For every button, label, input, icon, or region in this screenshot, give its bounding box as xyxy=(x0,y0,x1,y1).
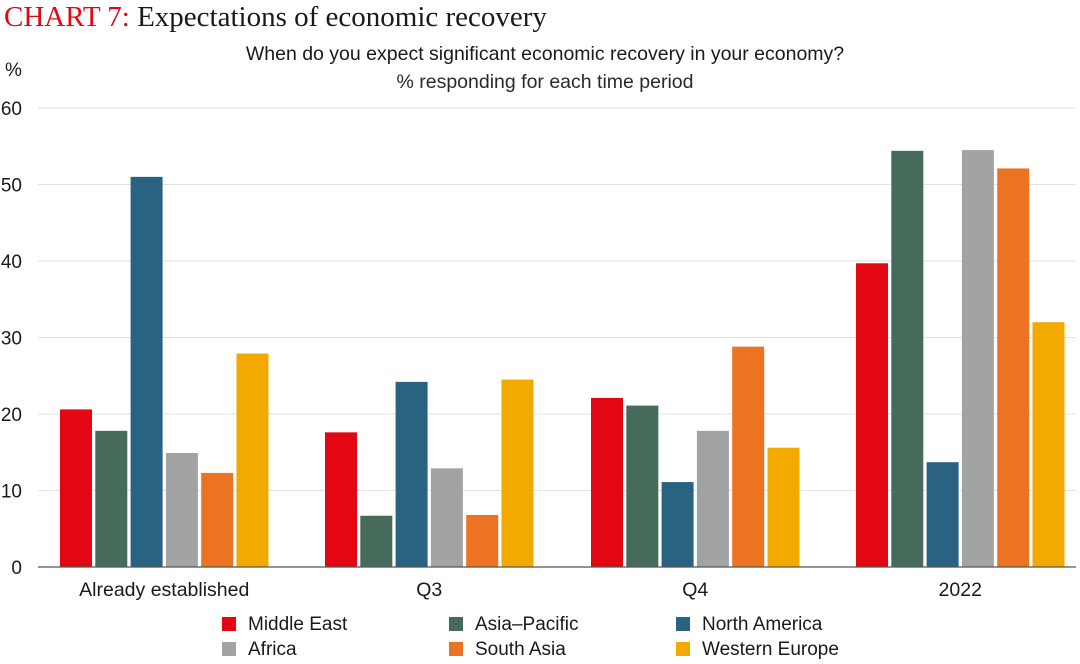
y-tick-label: 10 xyxy=(1,482,22,503)
legend-swatch xyxy=(676,642,690,656)
bar xyxy=(130,176,163,567)
bar xyxy=(696,430,729,567)
bar xyxy=(430,468,463,567)
legend-swatch xyxy=(449,642,463,656)
legend-label: Western Europe xyxy=(702,639,839,660)
bar xyxy=(201,472,234,567)
legend-item: Middle East xyxy=(222,614,347,636)
legend-swatch xyxy=(222,642,236,656)
bar xyxy=(856,263,888,567)
y-tick-label: 0 xyxy=(11,558,22,579)
legend-label: Africa xyxy=(248,639,297,660)
bar xyxy=(661,482,694,567)
bar xyxy=(891,150,924,567)
bar xyxy=(165,453,198,567)
chart-title-text: Expectations of economic recovery xyxy=(137,1,547,33)
legend-swatch xyxy=(449,617,463,631)
bar xyxy=(997,168,1030,567)
bar xyxy=(926,462,959,567)
chart-note: % responding for each time period xyxy=(396,71,694,93)
bar xyxy=(626,405,659,567)
y-axis-unit: % xyxy=(5,60,22,81)
x-tick-label: Already established xyxy=(79,579,249,601)
bar xyxy=(591,397,623,567)
legend-label: Asia–Pacific xyxy=(475,614,579,635)
bar xyxy=(961,150,994,567)
y-tick-label: 20 xyxy=(1,405,22,426)
x-tick-label: 2022 xyxy=(939,579,982,601)
legend-label: South Asia xyxy=(475,639,566,660)
bar xyxy=(325,432,357,567)
bar xyxy=(466,514,499,567)
bar xyxy=(395,381,428,567)
legend-label: North America xyxy=(702,614,823,635)
x-tick-label: Q4 xyxy=(682,579,708,601)
bar xyxy=(236,353,269,567)
legend-item: Asia–Pacific xyxy=(449,614,579,636)
legend-item: Africa xyxy=(222,639,297,661)
bar xyxy=(95,430,128,567)
x-tick-label: Q3 xyxy=(416,579,442,601)
legend-item: South Asia xyxy=(449,639,566,661)
legend-item: Western Europe xyxy=(676,639,839,661)
y-tick-label: 60 xyxy=(1,99,22,120)
bar xyxy=(60,409,92,567)
y-tick-label: 40 xyxy=(1,252,22,273)
bar xyxy=(767,447,800,567)
bar xyxy=(501,379,534,567)
y-tick-label: 30 xyxy=(1,329,22,350)
bar xyxy=(1032,322,1065,567)
legend-label: Middle East xyxy=(248,614,348,635)
bar xyxy=(360,515,393,567)
legend-swatch xyxy=(222,617,236,631)
chart-title: CHART 7: Expectations of economic recove… xyxy=(4,0,547,34)
y-tick-label: 50 xyxy=(1,176,22,197)
chart-title-tag: CHART 7: xyxy=(4,1,130,33)
bar xyxy=(732,346,765,567)
legend-item: North America xyxy=(676,614,822,636)
chart-question: When do you expect significant economic … xyxy=(245,43,845,65)
legend-swatch xyxy=(676,617,690,631)
